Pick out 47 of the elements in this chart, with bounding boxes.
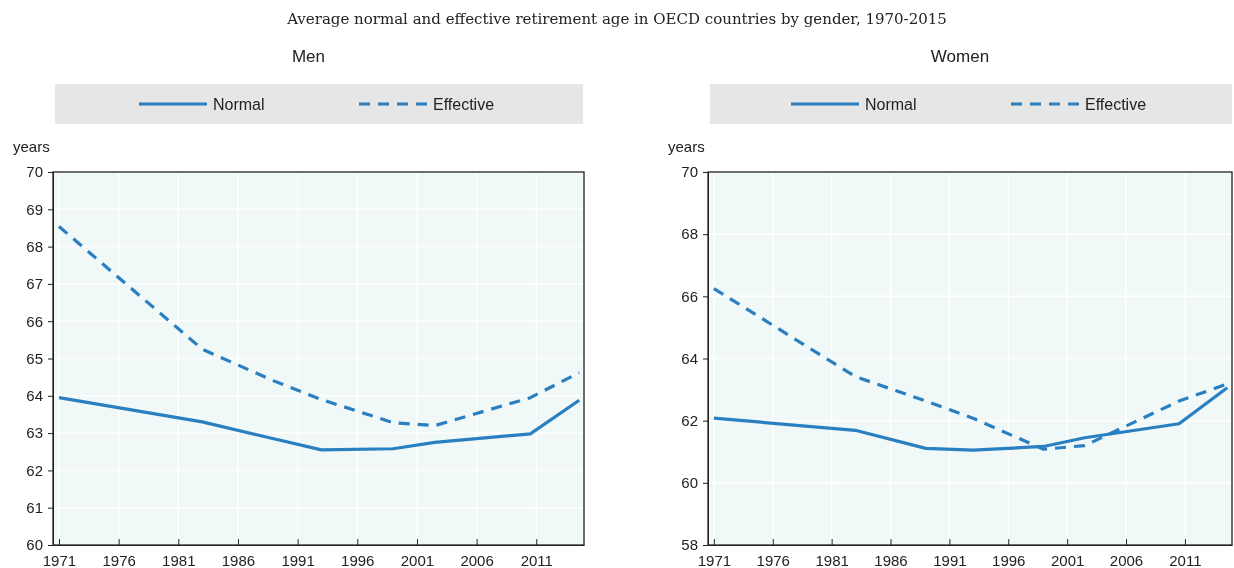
x-tick-label: 1986 xyxy=(874,551,908,568)
y-tick-label: 67 xyxy=(26,275,43,293)
y-axis-title: years xyxy=(13,138,50,155)
y-tick-label: 64 xyxy=(681,349,698,367)
x-tick-label: 2006 xyxy=(1109,551,1144,568)
y-tick-label: 66 xyxy=(681,287,698,305)
x-tick-label: 1976 xyxy=(102,551,136,568)
x-tick-label: 2011 xyxy=(520,551,553,568)
line-series xyxy=(57,396,581,452)
y-tick-label: 69 xyxy=(26,200,43,218)
chart-title: Men xyxy=(291,47,326,66)
text: Average normal and effective retirement age in OECD countries by gender, 1970-2015 xyxy=(286,10,947,28)
x-tick-label: 1971 xyxy=(42,551,77,568)
y-tick-label: 63 xyxy=(26,424,43,442)
x-tick-label: 2011 xyxy=(1169,551,1202,568)
y-tick-label: 61 xyxy=(26,499,43,516)
x-tick-label: 1996 xyxy=(992,551,1026,568)
legend-label: Normal xyxy=(213,96,265,113)
y-tick-label: 62 xyxy=(26,461,43,479)
x-tick-label: 1991 xyxy=(281,551,315,568)
y-tick-label: 62 xyxy=(681,411,698,429)
y-axis-title: years xyxy=(668,138,705,155)
legend-label: Normal xyxy=(865,96,917,113)
x-tick-label: 2001 xyxy=(1050,551,1085,568)
y-tick-label: 70 xyxy=(681,163,698,181)
line-series xyxy=(57,224,581,428)
y-tick-label: 70 xyxy=(26,163,43,181)
x-tick-label: 1981 xyxy=(815,551,849,568)
x-tick-label: 1986 xyxy=(221,551,256,568)
x-tick-label: 2006 xyxy=(460,551,494,568)
x-tick-label: 1981 xyxy=(162,551,196,568)
x-tick-label: 1976 xyxy=(756,551,790,568)
y-tick-label: 60 xyxy=(681,474,698,492)
chart-title: Women xyxy=(930,47,990,66)
y-tick-label: 60 xyxy=(26,536,43,554)
y-tick-label: 68 xyxy=(26,237,43,255)
x-tick-label: 1991 xyxy=(933,551,967,568)
y-tick-label: 65 xyxy=(26,349,43,367)
x-tick-label: 1971 xyxy=(697,551,732,568)
x-tick-label: 2001 xyxy=(400,551,435,568)
y-tick-label: 68 xyxy=(681,225,698,243)
y-tick-label: 64 xyxy=(26,387,43,405)
legend-label: Effective xyxy=(1085,96,1147,113)
y-tick-label: 58 xyxy=(681,536,698,554)
y-tick-label: 66 xyxy=(26,312,43,330)
x-tick-label: 1996 xyxy=(341,551,375,568)
legend-label: Effective xyxy=(433,96,495,113)
